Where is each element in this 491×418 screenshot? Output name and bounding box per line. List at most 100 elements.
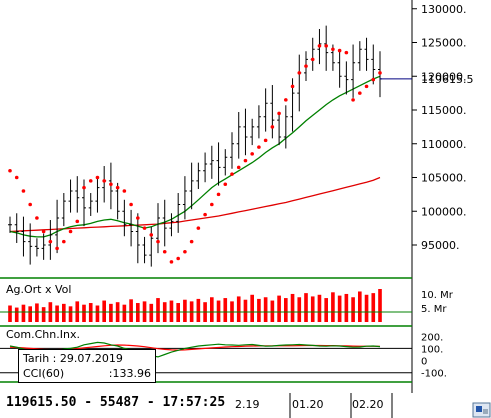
volume-bar [88, 303, 93, 322]
volume-bar [277, 295, 281, 322]
last-price-label: 119615.5 [421, 73, 474, 86]
volume-bar [183, 299, 187, 322]
volume-bar [304, 293, 308, 322]
sar-point [358, 91, 362, 95]
sar-point [35, 216, 39, 220]
sar-point [189, 239, 194, 244]
volume-bar [122, 304, 127, 322]
sar-point [263, 138, 268, 143]
sar-point [142, 226, 147, 230]
volume-bar [55, 305, 59, 322]
sar-point [48, 239, 53, 244]
sar-point [344, 50, 349, 55]
volume-bar [257, 298, 261, 322]
volume-bar [344, 293, 349, 322]
sar-point [82, 185, 86, 190]
volume-bar [28, 306, 32, 322]
sar-point [364, 84, 369, 89]
volume-bar [62, 303, 66, 322]
sar-point [183, 249, 187, 254]
sar-point [88, 179, 93, 183]
volume-bar [156, 298, 160, 322]
sar-point [169, 260, 174, 264]
volume-bar [331, 292, 335, 322]
sar-point [203, 212, 207, 217]
volume-bar [317, 294, 322, 322]
sar-point [284, 98, 288, 102]
volume-bar [35, 303, 39, 322]
volume-bar [169, 300, 174, 322]
chart-area: 95000. 100000. 105000. 110000. 115000. 120000… [0, 0, 474, 393]
sar-point [337, 48, 342, 53]
sar-point [95, 175, 100, 180]
volume-bar [129, 299, 133, 322]
sar-point [28, 202, 32, 207]
volume-bar [270, 300, 275, 322]
tooltip-date: Tarih : 29.07.2019 [23, 352, 123, 365]
sar-point [250, 152, 254, 156]
x-tick-mark [391, 393, 393, 418]
volume-bar [136, 303, 140, 322]
sar-point [243, 158, 248, 163]
volume-bar [82, 304, 86, 322]
sar-point [257, 145, 261, 149]
volume-bar [236, 296, 241, 322]
sar-point [223, 182, 228, 187]
data-tooltip: Tarih : 29.07.2019 CCI(60) :133.96 [18, 349, 156, 383]
sar-point [102, 179, 106, 183]
sar-point [176, 256, 180, 261]
volume-bar [358, 291, 362, 322]
price-y-axis: 95000. 100000. 105000. 110000. 115000. 120000… [412, 3, 474, 252]
y-axis-label: 95000. [421, 239, 460, 252]
volume-y-label: 5. Mr [421, 304, 447, 315]
sar-point [68, 229, 73, 234]
y-axis-label: 125000. [421, 37, 467, 50]
sar-point [55, 246, 59, 251]
tooltip-indicator-value: :133.96 [108, 367, 151, 380]
volume-bar [21, 304, 26, 322]
sar-point [115, 185, 120, 190]
sar-point [236, 165, 241, 170]
sar-point [230, 172, 234, 176]
status-summary: 119615.50 - 55487 - 17:57:25 [6, 395, 226, 410]
volume-bar [250, 294, 254, 322]
moving-average-long-line [9, 176, 381, 233]
volume-bar [149, 303, 154, 322]
sar-point [331, 47, 335, 52]
sar-point [21, 189, 26, 193]
volume-bar [102, 300, 106, 322]
y-axis-label: 120000. [421, 70, 467, 83]
volume-bar [324, 298, 328, 322]
sar-point [216, 192, 221, 197]
sar-point [317, 44, 322, 48]
toolbar-icon[interactable] [472, 400, 491, 418]
x-axis-label: 2.19 [235, 398, 260, 411]
y-axis-label: 105000. [421, 172, 467, 185]
volume-panel: 10. Mr 5. Mr [0, 289, 454, 322]
sar-point [196, 226, 201, 230]
sar-point [129, 202, 133, 207]
sar-point [210, 202, 214, 207]
volume-bar [364, 294, 369, 322]
status-bar: 119615.50 - 55487 - 17:57:25 2.19 01.20 … [0, 393, 491, 418]
volume-bar [371, 293, 376, 322]
sar-point [14, 175, 19, 180]
sar-point [156, 239, 160, 244]
cci-y-label: 100. [421, 344, 443, 355]
volume-bar [210, 297, 214, 322]
y-axis-label: 110000. [421, 138, 467, 151]
cci-y-label: 0 [421, 357, 427, 368]
volume-bar [310, 296, 315, 322]
volume-y-label: 10. Mr [421, 290, 454, 301]
y-axis-label: 130000. [421, 3, 467, 16]
sar-point [351, 98, 355, 102]
sar-point [310, 57, 315, 62]
volume-bar [223, 298, 228, 322]
x-axis-label: 01.20 [292, 398, 324, 411]
sar-point [378, 71, 382, 75]
sar-point [62, 239, 66, 244]
cci-panel-title: Com.Chn.Inx. [6, 328, 80, 341]
sar-point [304, 64, 308, 68]
sar-point [122, 189, 127, 193]
y-axis-label: 100000. [421, 205, 467, 218]
